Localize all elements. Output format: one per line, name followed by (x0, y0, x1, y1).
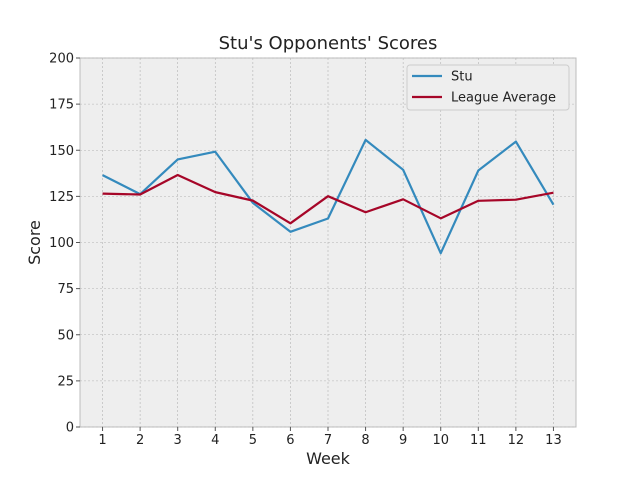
x-axis-title: Week (306, 449, 351, 468)
legend-box (406, 64, 570, 111)
y-tick-label: 175 (49, 98, 74, 113)
y-tick-label: 0 (66, 421, 74, 436)
legend-label-stu: Stu (451, 70, 473, 85)
series-line-league-average (102, 173, 554, 225)
y-tick-label: 200 (49, 52, 74, 67)
y-tick-label: 100 (49, 236, 74, 251)
y-tick-label: 75 (57, 282, 74, 297)
x-tick-label: 9 (399, 433, 407, 448)
series-lines (102, 138, 555, 255)
x-tick-label: 2 (136, 433, 144, 448)
y-tick-label: 50 (57, 328, 74, 343)
legend-label-league-average: League Average (451, 91, 556, 106)
legend: Stu League Average (406, 64, 570, 111)
x-tick-label: 12 (508, 433, 525, 448)
y-tick-label: 150 (49, 144, 74, 159)
x-tick-label: 13 (545, 433, 562, 448)
y-tick-label: 25 (57, 374, 74, 389)
y-axis-title: Score (25, 220, 44, 265)
x-tick-label: 6 (286, 433, 294, 448)
x-tick-label: 1 (98, 433, 106, 448)
y-tick-label: 125 (49, 190, 74, 205)
x-tick-label: 3 (174, 433, 182, 448)
x-tick-label: 8 (361, 433, 369, 448)
chart-title: Stu's Opponents' Scores (219, 33, 438, 54)
x-tick-label: 11 (470, 433, 487, 448)
x-tick-label: 4 (211, 433, 219, 448)
x-tick-label: 10 (432, 433, 449, 448)
x-tick-label: 5 (249, 433, 257, 448)
x-tick-label: 7 (324, 433, 332, 448)
series-line-stu (102, 138, 555, 255)
